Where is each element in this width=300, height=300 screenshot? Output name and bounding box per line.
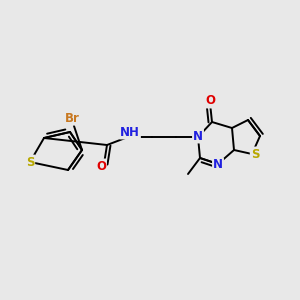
Text: N: N [193, 130, 203, 142]
Text: O: O [205, 94, 215, 107]
Text: N: N [213, 158, 223, 172]
Text: S: S [251, 148, 259, 160]
Text: Br: Br [64, 112, 80, 124]
Text: S: S [26, 155, 34, 169]
Text: NH: NH [120, 125, 140, 139]
Text: O: O [96, 160, 106, 172]
